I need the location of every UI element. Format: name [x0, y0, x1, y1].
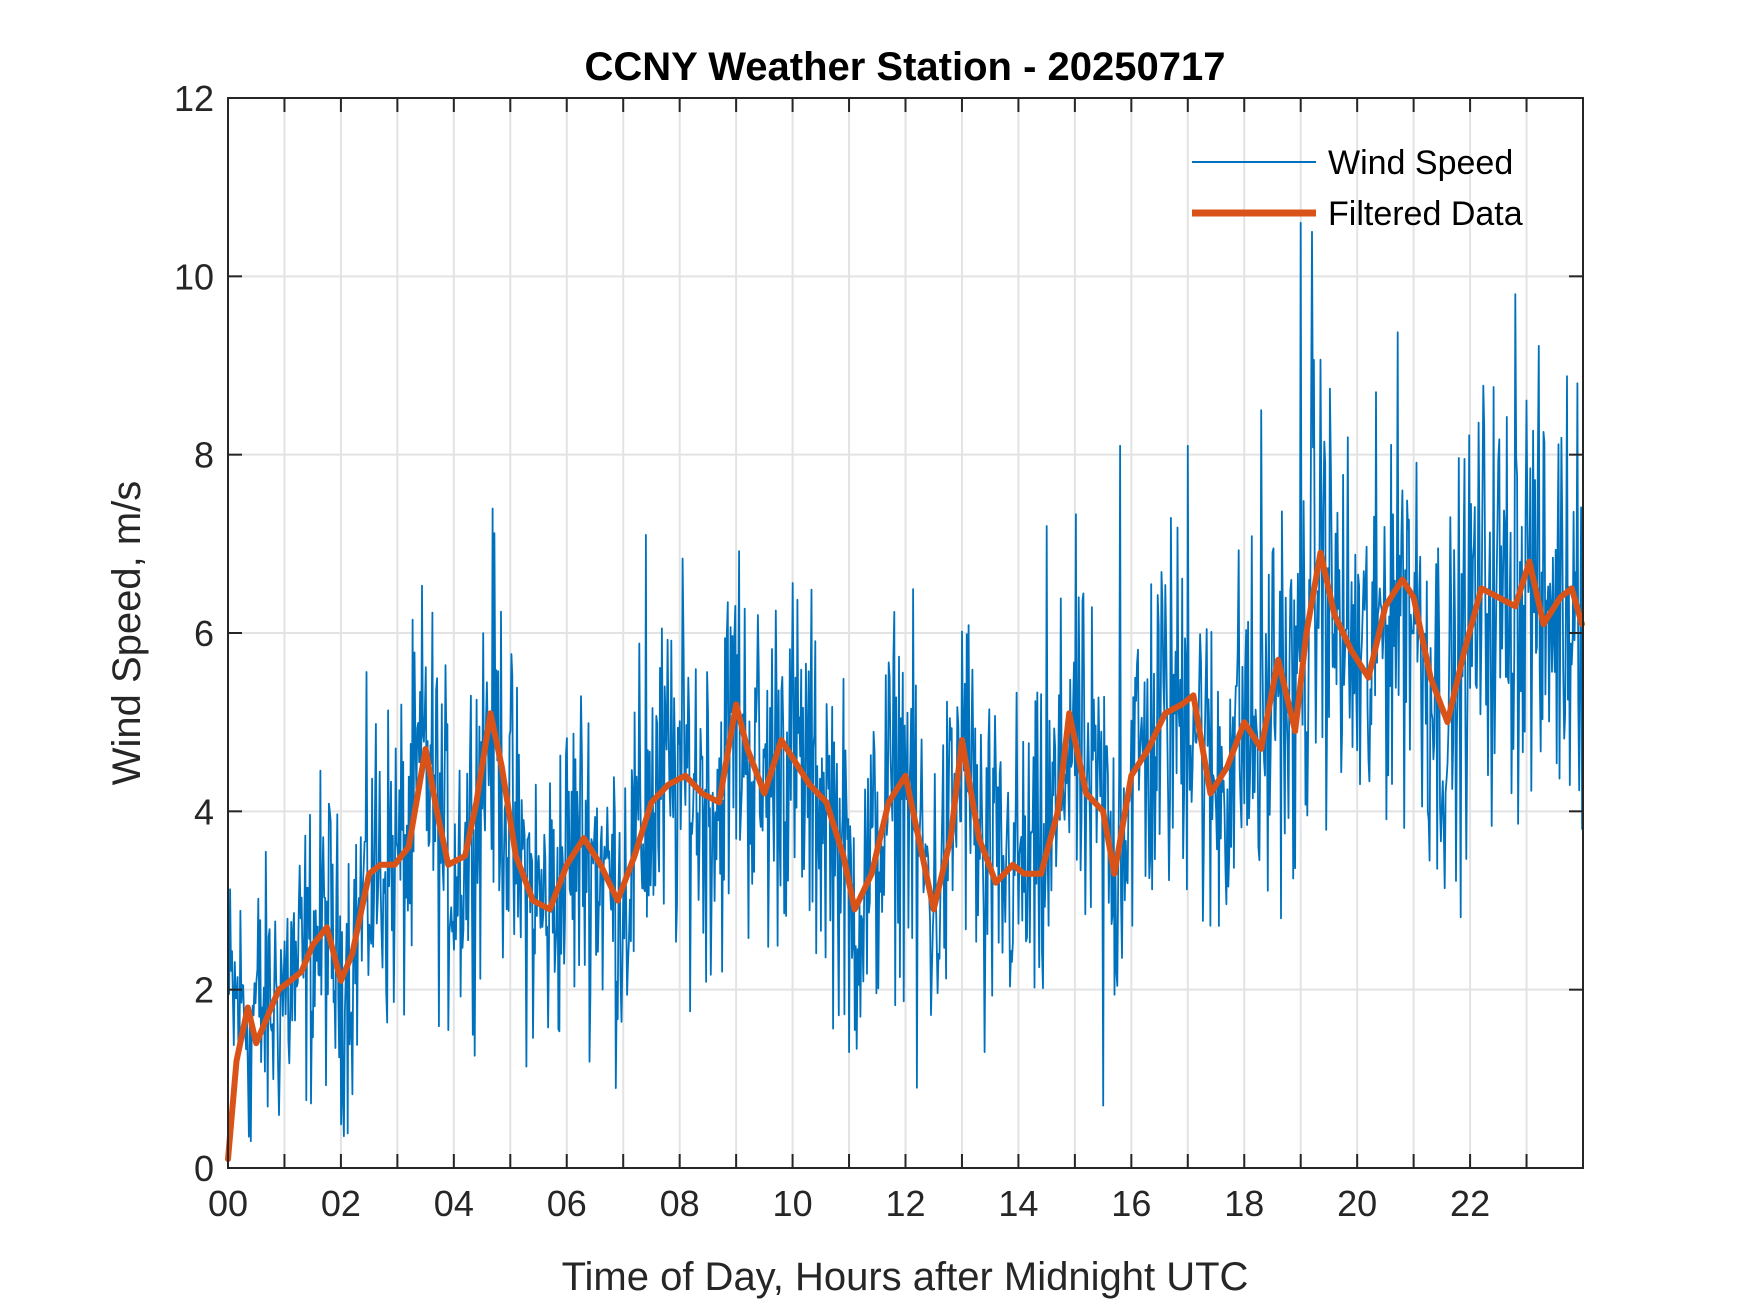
x-axis-label: Time of Day, Hours after Midnight UTC — [562, 1255, 1249, 1299]
legend-label-filtered-data: Filtered Data — [1328, 195, 1523, 233]
y-tick-label: 2 — [194, 970, 214, 1011]
x-tick-label: 10 — [773, 1183, 813, 1224]
y-tick-label: 12 — [174, 78, 214, 119]
y-tick-label: 4 — [194, 791, 214, 832]
y-tick-label: 6 — [194, 613, 214, 654]
axes — [227, 97, 1584, 1169]
x-tick-label: 16 — [1111, 1183, 1151, 1224]
chart-title: CCNY Weather Station - 20250717 — [585, 45, 1226, 89]
y-tick-label: 10 — [174, 256, 214, 297]
x-tick-label: 20 — [1337, 1183, 1377, 1224]
x-tick-labels: 00 02 04 06 08 10 12 14 16 18 20 22 — [208, 1183, 1490, 1224]
x-tick-label: 22 — [1450, 1183, 1490, 1224]
y-tick-label: 8 — [194, 435, 214, 476]
x-tick-label: 02 — [321, 1183, 361, 1224]
legend: Wind Speed Filtered Data — [1192, 144, 1523, 233]
x-tick-label: 06 — [547, 1183, 587, 1224]
x-tick-label: 14 — [998, 1183, 1038, 1224]
x-tick-label: 00 — [208, 1183, 248, 1224]
y-tick-label: 0 — [194, 1148, 214, 1189]
x-tick-label: 04 — [434, 1183, 474, 1224]
filtered-data-line — [225, 549, 1585, 1163]
y-axis-label: Wind Speed, m/s — [105, 481, 149, 786]
y-tick-labels: 0 2 4 6 8 10 12 — [174, 78, 214, 1189]
x-tick-label: 12 — [885, 1183, 925, 1224]
legend-label-wind-speed: Wind Speed — [1328, 144, 1513, 182]
x-tick-label: 18 — [1224, 1183, 1264, 1224]
x-tick-label: 08 — [660, 1183, 700, 1224]
series-filtered-data — [225, 549, 1585, 1163]
